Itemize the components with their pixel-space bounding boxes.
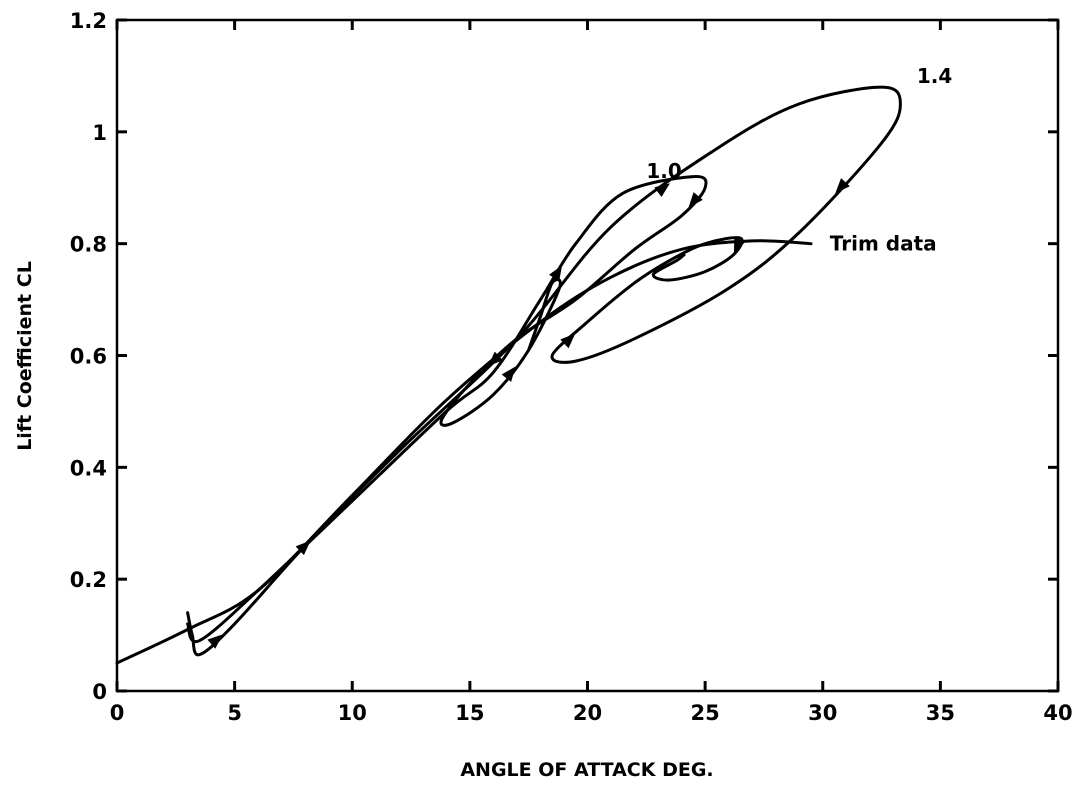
x-tick-label: 5 bbox=[227, 701, 242, 725]
direction-arrows bbox=[207, 178, 850, 649]
annotations: 1.4 1.0 Trim data bbox=[646, 64, 952, 256]
direction-arrow bbox=[688, 192, 703, 208]
y-tick-label: 0.2 bbox=[70, 568, 107, 592]
y-tick-label: 1.2 bbox=[70, 9, 107, 33]
direction-arrow bbox=[207, 634, 223, 649]
x-tick-label: 40 bbox=[1043, 701, 1072, 725]
direction-arrow bbox=[733, 237, 746, 254]
x-tick-label: 30 bbox=[808, 701, 837, 725]
y-tick-label: 0 bbox=[92, 680, 107, 704]
x-tick-label: 10 bbox=[338, 701, 367, 725]
x-tick-label: 35 bbox=[926, 701, 955, 725]
axis-ticks bbox=[115, 18, 1060, 693]
x-tick-label: 0 bbox=[110, 701, 125, 725]
y-axis-title: Lift Coefficient CL bbox=[14, 261, 36, 451]
direction-arrow bbox=[501, 366, 516, 382]
annotation-1-4: 1.4 bbox=[917, 64, 952, 88]
curves bbox=[115, 85, 902, 665]
y-tick-label: 1 bbox=[92, 121, 107, 145]
response-curve-1-0 bbox=[186, 175, 708, 644]
x-tick-label: 15 bbox=[455, 701, 484, 725]
trim-data-curve bbox=[115, 239, 813, 665]
direction-arrow bbox=[835, 178, 850, 194]
direction-arrow bbox=[487, 351, 503, 367]
y-tick-label: 0.6 bbox=[70, 345, 107, 369]
y-tick-label: 0.8 bbox=[70, 233, 107, 257]
x-axis-title: ANGLE OF ATTACK DEG. bbox=[460, 759, 713, 781]
annotation-trim-data: Trim data bbox=[830, 232, 937, 256]
annotation-1-0: 1.0 bbox=[646, 159, 681, 183]
direction-arrow bbox=[295, 540, 311, 556]
direction-arrow bbox=[654, 183, 670, 198]
response-curve-1-4 bbox=[186, 85, 902, 657]
y-tick-label: 0.4 bbox=[70, 456, 107, 480]
tick-labels: 0 5 10 15 20 25 30 35 40 0 0.2 0.4 0.6 0.8 1 1.2 bbox=[70, 9, 1073, 725]
x-tick-label: 20 bbox=[573, 701, 602, 725]
direction-arrow bbox=[560, 333, 576, 349]
x-tick-label: 25 bbox=[691, 701, 720, 725]
direction-arrow bbox=[549, 265, 563, 282]
